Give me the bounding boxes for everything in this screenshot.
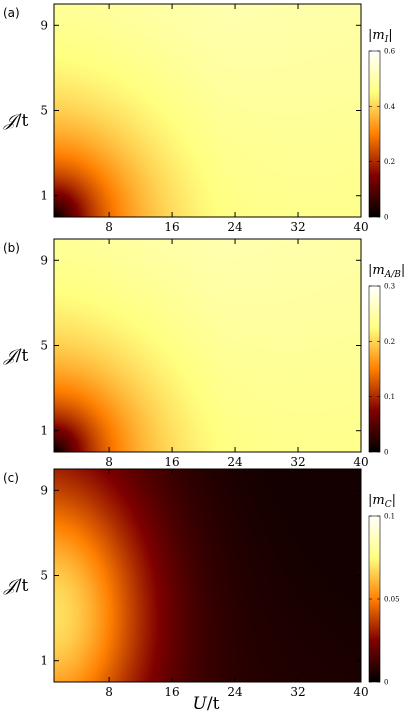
colorbar-title-close: | (401, 263, 405, 278)
y-axis-title-div: /t (16, 111, 29, 131)
y-tick-label: 5 (40, 104, 48, 118)
colorbar-tick-label: 0.4 (384, 103, 396, 111)
heatmap-canvas (54, 4, 361, 217)
colorbar-tick-label: 0.2 (384, 338, 395, 346)
chart-panel-3: 8 16 24 32 40 1 5 9 (c) 𝒥/t 0 0.05 0.1 |mC| (3, 468, 400, 699)
x-tick-label: 8 (105, 220, 113, 234)
chart-panel-2: 8 16 24 32 40 1 5 9 (b) 𝒥/t 0 0.1 0.2 0.3 |mA/B| (3, 238, 405, 469)
panel-label: (b) (3, 241, 20, 255)
x-tick-label: 40 (353, 685, 368, 699)
colorbar-tick-label: 0.05 (384, 596, 400, 604)
colorbar-tick-label: 0 (384, 449, 388, 457)
y-tick-label: 1 (40, 424, 48, 438)
panel-label: (a) (3, 6, 20, 20)
y-axis-title: 𝒥/t (3, 111, 28, 131)
colorbar-title-sub: A/B (384, 270, 402, 280)
y-axis-title: 𝒥/t (3, 576, 28, 596)
x-tick-label: 32 (290, 220, 305, 234)
colorbar-title-sub: C (385, 500, 392, 510)
heatmap-canvas (54, 469, 361, 682)
x-tick-label: 32 (290, 685, 305, 699)
colorbar-title: |mA/B| (368, 263, 405, 280)
y-tick-label: 9 (40, 253, 48, 267)
colorbar-title-sub: I (384, 35, 389, 45)
colorbar: 0 0.05 0.1 |mC| (368, 493, 400, 687)
y-axis-title: 𝒥/t (3, 346, 28, 366)
x-tick-label: 16 (164, 685, 179, 699)
x-axis-title: U/t (193, 694, 220, 714)
x-tick-label: 16 (164, 220, 179, 234)
panel-label: (c) (3, 471, 19, 485)
colorbar-title: |mI| (368, 28, 393, 45)
colorbar-gradient (368, 50, 381, 218)
y-tick-label: 1 (40, 654, 48, 668)
colorbar-title-main: |m (368, 28, 385, 43)
colorbar-title-main: |m (368, 493, 385, 508)
colorbar-gradient (368, 285, 381, 453)
x-tick-label: 8 (105, 685, 113, 699)
colorbar-tick-label: 0 (384, 679, 388, 687)
svg-text:U/t: U/t (193, 694, 220, 714)
colorbar: 0 0.1 0.2 0.3 |mA/B| (368, 263, 405, 457)
x-tick-label: 24 (227, 220, 243, 234)
colorbar-title-close: | (388, 28, 392, 43)
colorbar-tick-label: 0 (384, 214, 388, 222)
colorbar-tick-label: 0.1 (384, 513, 395, 521)
x-tick-label: 16 (164, 455, 179, 469)
chart-panel-1: 8 16 24 32 40 1 5 9 (a) 𝒥/t 0 0.2 0.4 0.6 |mI| (3, 3, 396, 234)
heatmap-image (54, 469, 361, 682)
y-tick-label: 5 (40, 339, 48, 353)
colorbar-tick-label: 0.1 (384, 393, 395, 401)
colorbar-title-main: |m (368, 263, 385, 278)
x-tick-label: 40 (353, 455, 368, 469)
y-tick-label: 5 (40, 569, 48, 583)
y-axis-title-div: /t (16, 346, 29, 366)
colorbar-tick-label: 0.2 (384, 158, 395, 166)
x-tick-label: 24 (227, 685, 243, 699)
colorbar: 0 0.2 0.4 0.6 |mI| (368, 28, 396, 222)
x-tick-label: 8 (105, 455, 113, 469)
heatmap-image (54, 239, 361, 452)
y-tick-label: 9 (40, 18, 48, 32)
y-tick-label: 1 (40, 189, 48, 203)
heatmap-canvas (54, 239, 361, 452)
colorbar-title-close: | (392, 493, 396, 508)
x-axis-title-var: U (193, 694, 208, 714)
heatmap-image (54, 4, 361, 217)
x-tick-label: 40 (353, 220, 368, 234)
colorbar-tick-label: 0.6 (384, 48, 396, 56)
x-tick-label: 32 (290, 455, 305, 469)
colorbar-tick-label: 0.3 (384, 283, 395, 291)
y-axis-title-div: /t (16, 576, 29, 596)
colorbar-title: |mC| (368, 493, 396, 510)
x-tick-label: 24 (227, 455, 243, 469)
x-axis-title-div: /t (207, 694, 220, 714)
y-tick-label: 9 (40, 483, 48, 497)
